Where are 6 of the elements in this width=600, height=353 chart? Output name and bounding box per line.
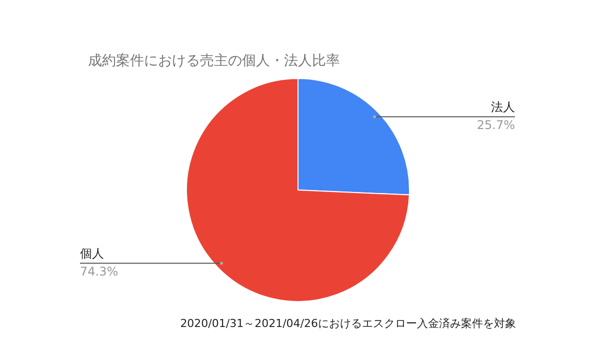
text: 2020/01/31～2021/04/26におけるエスクロー入金済み案件を対象: [180, 316, 516, 331]
slice-label: 個人: [80, 246, 104, 260]
data-label: 25.7%: [476, 118, 515, 132]
chart-title: 成約案件における売主の個人・法人比率: [88, 52, 340, 70]
data-label: 74.3%: [80, 264, 118, 278]
slice-label: 法人: [491, 100, 515, 114]
